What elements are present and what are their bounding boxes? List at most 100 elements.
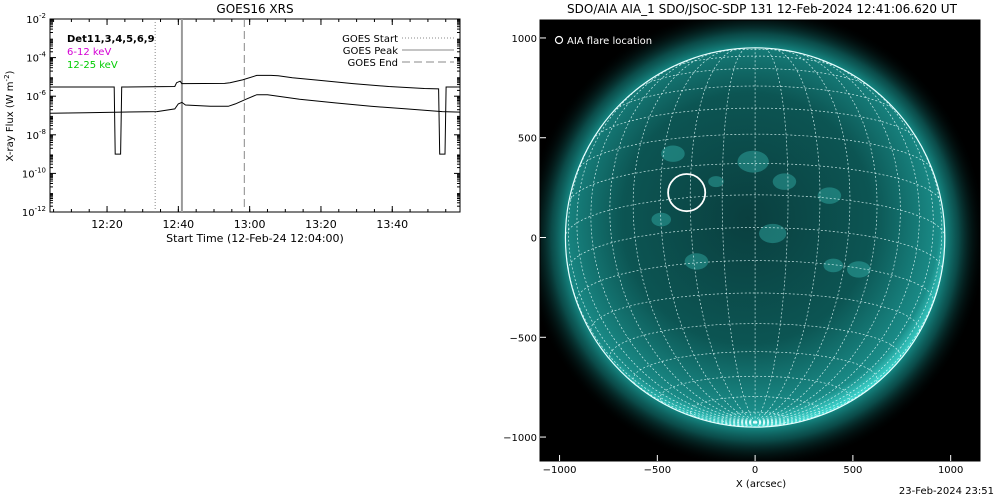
goes-y-tick-base: 10 [26, 131, 39, 142]
heliographic-grid [565, 47, 945, 428]
heliographic-grid-line [748, 422, 756, 428]
aia-y-tick-label: 500 [518, 134, 537, 145]
heliographic-grid-line [567, 122, 756, 423]
heliographic-grid-line [721, 47, 756, 423]
heliographic-grid-line [592, 107, 918, 140]
heliographic-grid-line [609, 54, 756, 423]
goes-series-line-0 [50, 74, 460, 155]
goes-y-tick-label: 10-12 [22, 205, 46, 219]
heliographic-grid-line [755, 122, 943, 423]
goes-legend: GOES Start GOES Peak GOES End [342, 34, 454, 69]
aia-x-tick-label: 1000 [938, 465, 963, 476]
legend-flare-circle-icon [554, 35, 564, 45]
goes-y-tick-exp: -10 [35, 166, 46, 174]
heliographic-grid-line [754, 421, 775, 427]
aia-y-tick-label: −500 [510, 333, 537, 344]
flare-location-marker [667, 173, 707, 213]
solar-limb [564, 47, 946, 428]
heliographic-grid-line [659, 49, 756, 423]
heliographic-grid-line [755, 62, 920, 423]
aia-y-tick-label: −1000 [503, 433, 537, 444]
heliographic-grid-line [609, 323, 901, 362]
active-region-brightening [759, 223, 787, 244]
active-region-brightening [817, 187, 842, 204]
goes-y-axis-label: X-ray Flux (W m-2) [3, 70, 16, 161]
heliographic-grid-line [689, 48, 756, 423]
heliographic-grid-line [638, 68, 872, 88]
heliographic-grid-line [577, 133, 933, 171]
aia-x-tick-label: 0 [752, 465, 758, 476]
aia-legend: AIA flare location [554, 35, 652, 47]
heliographic-grid-line [657, 400, 756, 424]
legend-start-label: GOES Start [342, 34, 398, 45]
heliographic-grid-line [755, 421, 787, 426]
heliographic-grid-line [590, 62, 756, 423]
goes-x-tick-label: 13:20 [305, 218, 337, 231]
heliographic-grid-line [590, 292, 920, 334]
goes-x-axis: 12:20 12:40 13:00 13:20 13:40 [53, 19, 447, 231]
goes-series-line-1 [49, 94, 461, 114]
aia-plot-frame [539, 19, 981, 462]
aia-y-tick-label: 1000 [512, 34, 537, 45]
detector-label: Det11,3,4,5,6,9 [67, 34, 155, 45]
goes-y-label-sup: -2 [3, 74, 11, 81]
heliographic-grid-line [632, 51, 756, 423]
legend-peak-label: GOES Peak [343, 46, 398, 57]
heliographic-grid-line [565, 194, 945, 238]
aia-x-tick-label: −1000 [543, 465, 577, 476]
goes-x-tick-label: 12:20 [91, 218, 123, 231]
heliographic-grid-line [609, 359, 756, 423]
aia-image-background [540, 20, 980, 461]
heliographic-grid-line [659, 375, 851, 406]
heliographic-grid-line [754, 47, 789, 423]
heliographic-grid-line [706, 48, 804, 55]
heliographic-grid-line [688, 414, 756, 424]
active-region-brightening [708, 176, 724, 188]
heliographic-grid-line [754, 421, 769, 427]
heliographic-grid-line [689, 396, 821, 421]
active-region-brightening [847, 261, 871, 278]
heliographic-grid-line [754, 422, 763, 428]
heliographic-grid-line [565, 237, 756, 423]
aia-chart-title: SDO/AIA AIA_1 SDO/JSOC-SDP 131 12-Feb-20… [567, 2, 958, 16]
goes-x-axis-label: Start Time (12-Feb-24 12:04:00) [166, 232, 344, 245]
aia-y-axis: −1000 −500 0 500 1000 [503, 34, 546, 444]
goes-x-tick-label: 13:40 [376, 218, 408, 231]
legend-flare-label: AIA flare location [567, 36, 652, 47]
goes-x-tick-label: 12:40 [162, 218, 194, 231]
goes-y-tick-base: 10 [26, 92, 39, 103]
footer-timestamp: 23-Feb-2024 23:51 [898, 486, 994, 497]
active-region-brightening [772, 173, 797, 190]
goes-y-tick-label: 10-2 [26, 12, 46, 26]
aia-x-tick-label: 500 [843, 465, 862, 476]
goes-y-tick-exp: -6 [39, 89, 47, 97]
active-region-brightenings [651, 145, 871, 278]
aia-x-axis-label: X (arcsec) [736, 479, 786, 490]
heliographic-grid-line [567, 227, 943, 270]
heliographic-grid-line [741, 421, 756, 427]
goes-y-tick-exp: -2 [39, 12, 46, 20]
heliographic-grid-line [632, 351, 878, 387]
goes-y-tick-base: 10 [26, 54, 39, 65]
aia-x-axis: −1000 −500 0 500 1000 [543, 455, 963, 476]
heliographic-grid-line [735, 421, 756, 427]
active-region-brightening [737, 150, 769, 173]
heliographic-grid-line [754, 49, 851, 423]
heliographic-grid-line [668, 55, 842, 70]
heliographic-grid-line [710, 421, 756, 425]
solar-disk [565, 47, 945, 428]
heliographic-grid-line [755, 400, 853, 424]
heliographic-grid-line [723, 421, 756, 426]
goes-y-tick-base: 10 [22, 169, 35, 180]
active-region-brightening [651, 212, 672, 227]
goes-inline-labels: Det11,3,4,5,6,9 6-12 keV 12-25 keV [67, 34, 155, 71]
goes-y-tick-label: 10-6 [26, 89, 46, 103]
goes-y-tick-label: 10-8 [26, 128, 46, 142]
heliographic-grid-line [755, 237, 945, 423]
goes-y-label-main: X-ray Flux (W m [5, 81, 16, 161]
energy-band-high-label: 12-25 keV [67, 60, 118, 71]
active-region-brightening [661, 145, 685, 162]
goes-y-tick-exp: -4 [39, 51, 47, 59]
goes-y-tick-label: 10-10 [22, 166, 46, 180]
